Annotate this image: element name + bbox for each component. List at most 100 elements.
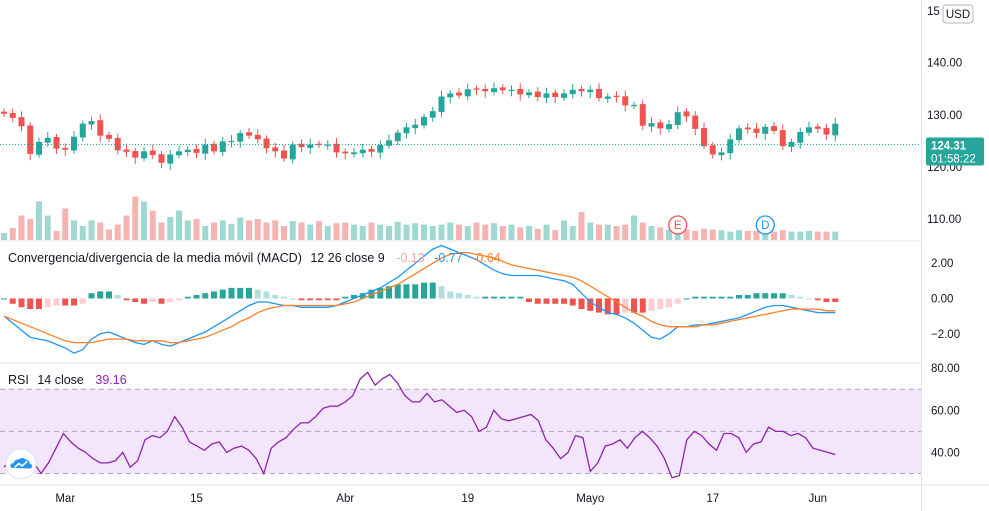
candle-body xyxy=(88,121,95,125)
price-tick-label: 110.00 xyxy=(927,214,961,226)
macd-histogram-bar xyxy=(578,298,585,310)
volume-bar xyxy=(167,216,174,240)
currency-button[interactable]: USD xyxy=(942,4,974,24)
macd-histogram-bar xyxy=(79,298,86,304)
candle-body xyxy=(569,89,576,95)
macd-histogram-bar xyxy=(263,291,270,299)
price-tick-label: 130.00 xyxy=(927,110,962,122)
volume-bar xyxy=(587,222,594,240)
candle-body xyxy=(106,134,112,139)
macd-histogram-bar xyxy=(316,298,322,301)
macd-histogram-bar xyxy=(228,287,235,299)
signal-line xyxy=(3,251,836,344)
volume-bar xyxy=(596,224,602,240)
candle-body xyxy=(394,132,401,142)
macd-histogram-bar xyxy=(307,298,314,301)
time-tick-label: Jun xyxy=(808,493,827,505)
macd-histogram-bar xyxy=(36,298,42,310)
candle-body xyxy=(534,91,541,98)
candle-body xyxy=(412,124,419,129)
macd-title: Convergencia/divergencia de la media móv… xyxy=(8,251,302,265)
candle-body xyxy=(762,126,769,134)
candle-body xyxy=(779,130,786,147)
volume-bar xyxy=(744,230,751,240)
volume-bar xyxy=(281,226,287,240)
volume-bar xyxy=(657,227,664,240)
volume-bar xyxy=(639,222,646,240)
macd-histogram-bar xyxy=(683,298,690,300)
candle-body xyxy=(44,137,51,143)
price-axis[interactable]: 110.00120.00130.00140.00152.000.00−2.008… xyxy=(927,6,962,459)
macd-histogram-bar xyxy=(377,287,384,299)
candle-body xyxy=(499,87,506,91)
macd-histogram-bar xyxy=(132,298,139,302)
volume-bar xyxy=(736,230,742,240)
macd-histogram-bar xyxy=(167,298,174,302)
volume-bar xyxy=(176,210,182,240)
candle-body xyxy=(438,96,445,112)
candle-body xyxy=(62,147,69,150)
candle-body xyxy=(298,143,305,148)
time-axis[interactable]: Mar 15 Abr 19 Mayo 17 Jun xyxy=(55,493,827,505)
volume-bar xyxy=(36,201,42,240)
candle-body xyxy=(832,123,839,136)
candle-body xyxy=(718,152,725,156)
macd-histogram-bar xyxy=(499,296,506,299)
candle-body xyxy=(639,104,646,126)
candle-body xyxy=(771,126,777,131)
macd-histogram-bar xyxy=(491,296,497,299)
volume-bar xyxy=(158,222,165,240)
price-tick-label: 140.00 xyxy=(927,58,962,70)
macd-tick-label: 2.00 xyxy=(931,258,953,270)
volume-bar xyxy=(228,223,235,240)
candle-body xyxy=(631,104,637,107)
macd-tick-label: 0.00 xyxy=(931,293,953,305)
macd-histogram-bar xyxy=(421,282,427,299)
macd-histogram-bar xyxy=(342,296,349,299)
macd-line-value: -0.77 xyxy=(434,251,463,265)
volume-bar xyxy=(394,221,401,240)
macd-legend[interactable]: Convergencia/divergencia de la media móv… xyxy=(8,251,501,265)
event-marker-E[interactable]: E xyxy=(668,215,688,235)
candle-body xyxy=(246,132,252,136)
macd-histogram-bar xyxy=(1,298,7,300)
candle-body xyxy=(281,150,287,159)
candle-body xyxy=(307,144,314,148)
rsi-tick-label: 80.00 xyxy=(931,363,960,375)
macd-histogram-bar xyxy=(648,298,655,311)
volume-bar xyxy=(421,224,427,240)
time-tick-label: 19 xyxy=(461,493,474,505)
volume-bar xyxy=(631,215,637,240)
macd-histogram-bar xyxy=(237,287,244,299)
macd-histogram-bar xyxy=(429,282,436,299)
macd-histogram-bar xyxy=(613,298,620,315)
volume-bar xyxy=(132,196,139,240)
volume-bar xyxy=(263,222,270,240)
macd-histogram-bar xyxy=(333,298,340,301)
macd-histogram-bar xyxy=(657,298,664,310)
bar-countdown: 01:58:22 xyxy=(931,154,976,166)
candle-body xyxy=(79,123,86,138)
macd-histogram-bar xyxy=(158,298,165,304)
macd-histogram-bar xyxy=(736,294,742,299)
volume-bar xyxy=(324,226,331,240)
time-tick-label: Abr xyxy=(336,493,354,505)
macd-histogram-bar xyxy=(9,298,16,304)
volume-bar xyxy=(254,219,261,240)
macd-histogram-bar xyxy=(534,298,541,304)
candle-body xyxy=(482,88,489,92)
macd-histogram-bar xyxy=(779,293,786,299)
volume-bar xyxy=(762,231,769,240)
tradingview-logo[interactable] xyxy=(5,448,37,480)
rsi-legend[interactable]: RSI 14 close 39.16 xyxy=(8,373,127,387)
event-marker-D[interactable]: D xyxy=(755,215,775,235)
macd-histogram-bar xyxy=(359,293,366,299)
last-price-value: 124.31 xyxy=(931,141,967,153)
macd-histogram-bar xyxy=(727,296,734,299)
macd-histogram-bar xyxy=(403,284,410,299)
volume-bar xyxy=(526,226,532,240)
macd-histogram-bar xyxy=(517,296,524,299)
candle-body xyxy=(202,144,209,154)
